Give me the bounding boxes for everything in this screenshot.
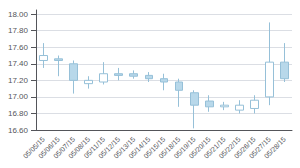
svg-text:17.20: 17.20 xyxy=(8,76,29,85)
svg-text:05/06/15: 05/06/15 xyxy=(36,135,62,160)
svg-text:05/12/15: 05/12/15 xyxy=(97,135,122,160)
svg-text:16.60: 16.60 xyxy=(8,126,29,135)
svg-text:05/18/15: 05/18/15 xyxy=(157,135,182,160)
svg-text:16.80: 16.80 xyxy=(8,109,29,118)
svg-text:17.60: 17.60 xyxy=(8,43,29,52)
svg-text:05/28/15: 05/28/15 xyxy=(263,135,287,159)
svg-text:05/11/15: 05/11/15 xyxy=(82,135,107,160)
svg-text:05/22/15: 05/22/15 xyxy=(217,135,242,160)
svg-text:05/07/15: 05/07/15 xyxy=(51,135,77,160)
svg-text:05/21/15: 05/21/15 xyxy=(202,135,227,160)
svg-text:17.40: 17.40 xyxy=(8,59,29,68)
svg-text:05/08/15: 05/08/15 xyxy=(67,135,92,160)
svg-text:05/14/15: 05/14/15 xyxy=(127,135,152,160)
svg-text:17.80: 17.80 xyxy=(8,26,29,35)
svg-text:05/13/15: 05/13/15 xyxy=(112,135,137,160)
svg-text:05/27/15: 05/27/15 xyxy=(247,135,272,160)
svg-text:05/26/15: 05/26/15 xyxy=(232,135,257,160)
svg-text:17.00: 17.00 xyxy=(8,92,29,101)
svg-text:05/20/15: 05/20/15 xyxy=(187,135,212,160)
svg-text:18.00: 18.00 xyxy=(8,10,29,19)
svg-text:05/05/15: 05/05/15 xyxy=(21,135,46,160)
svg-text:05/19/15: 05/19/15 xyxy=(172,135,197,160)
svg-text:05/15/15: 05/15/15 xyxy=(142,135,167,160)
